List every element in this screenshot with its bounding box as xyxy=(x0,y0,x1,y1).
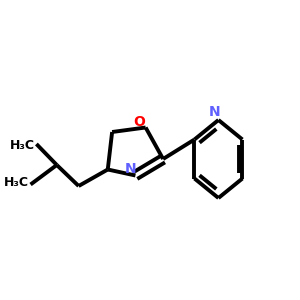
Text: H₃C: H₃C xyxy=(4,176,29,190)
Text: H₃C: H₃C xyxy=(10,139,35,152)
Text: N: N xyxy=(124,162,136,176)
Text: O: O xyxy=(133,115,145,129)
Text: N: N xyxy=(208,106,220,119)
